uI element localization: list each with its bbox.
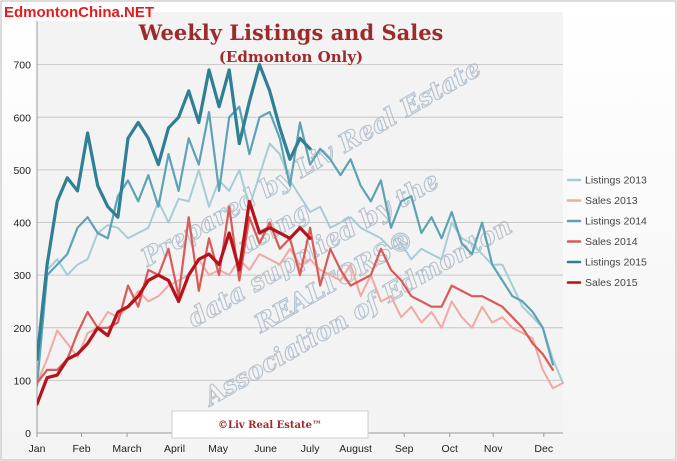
y-tick-label: 200 xyxy=(13,323,31,335)
y-tick-label: 0 xyxy=(25,428,31,440)
y-tick-label: 700 xyxy=(13,60,31,72)
credit-box xyxy=(171,410,369,439)
x-tick-label: Dec xyxy=(534,443,553,455)
legend-label: Sales 2015 xyxy=(585,277,638,289)
y-tick-label: 400 xyxy=(13,218,31,230)
legend-label: Listings 2013 xyxy=(585,175,647,187)
brand-backdrop xyxy=(2,2,146,21)
y-tick-label: 100 xyxy=(13,375,31,387)
credit-label: ©Liv Real Estate™ xyxy=(218,420,322,431)
x-tick-label: April xyxy=(164,443,185,455)
y-tick-label: 600 xyxy=(13,112,31,124)
chart-title: Weekly Listings and Sales xyxy=(138,20,444,45)
series-lines xyxy=(37,62,564,406)
x-tick-label: Nov xyxy=(484,443,503,455)
x-tick-label: July xyxy=(301,443,320,455)
x-tick-label: Feb xyxy=(72,443,90,455)
brand-logo: EdmontonChina.NET xyxy=(4,4,154,21)
x-tick-label: Sep xyxy=(395,443,414,455)
x-tick-label: June xyxy=(254,443,277,455)
x-axis-ticks: Jan Feb March April May June July August Sep Oct N… xyxy=(29,433,553,455)
legend-label: Listings 2014 xyxy=(585,216,647,228)
legend-label: Listings 2015 xyxy=(585,257,647,269)
legend-label: Sales 2014 xyxy=(585,236,638,248)
chart-subtitle: (Edmonton Only) xyxy=(219,48,363,66)
x-tick-label: March xyxy=(112,443,141,455)
y-tick-label: 300 xyxy=(13,270,31,282)
x-tick-label: Oct xyxy=(442,443,458,455)
legend: Listings 2013 Sales 2013 Listings 2014 Sale… xyxy=(566,175,647,289)
x-tick-label: May xyxy=(208,443,229,455)
series-line-sales-2015 xyxy=(37,199,312,406)
series-line-sales-2014 xyxy=(37,205,555,385)
y-tick-label: 500 xyxy=(13,165,31,177)
x-tick-label: August xyxy=(339,443,372,455)
legend-label: Sales 2013 xyxy=(585,195,638,207)
series-line-listings-2015 xyxy=(37,62,312,361)
y-axis-ticks: 0 100 200 300 400 500 600 700 xyxy=(13,60,31,440)
x-tick-label: Jan xyxy=(29,443,46,455)
